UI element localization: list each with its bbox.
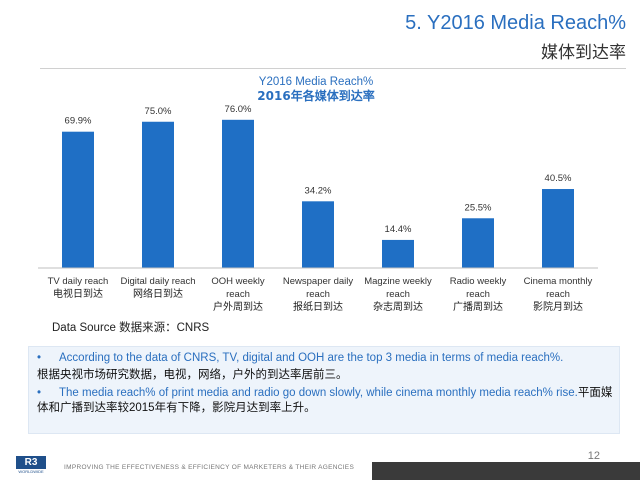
note-en-text: The media reach% of print media and radi… (59, 387, 578, 399)
logo-subtext: WORLDWIDE (18, 469, 44, 474)
x-tick-label-en: reach (306, 289, 330, 300)
note-cn-text: 平面媒体和广播到达率较2015年有下降，影院月达到率上升。 (37, 387, 613, 414)
x-tick-label-en: Cinema monthly (524, 276, 593, 287)
x-tick-label-cn: 影院月到达 (533, 300, 583, 313)
x-tick-label-en: Newspaper daily (283, 276, 353, 287)
bar-value-label: 25.5% (465, 202, 492, 213)
bar-value-label: 69.9% (65, 116, 92, 127)
chart-subtitle: 2016年各媒体到达率 (257, 88, 374, 103)
chart-title: Y2016 Media Reach% (259, 76, 373, 88)
note-item: • According to the data of CNRS, TV, digi… (37, 351, 613, 366)
bar (542, 189, 574, 268)
data-source: Data Source 数据来源：CNRS (52, 322, 210, 334)
page-number: 12 (587, 450, 600, 462)
note-bullet: • (37, 387, 42, 399)
footer-bar (372, 462, 640, 480)
logo-mark: R3 (16, 456, 46, 469)
page-title-en: 5. Y2016 Media Reach% (405, 12, 626, 34)
x-tick-label-en: Radio weekly (450, 276, 507, 287)
x-tick-label-en: reach (546, 289, 570, 300)
x-tick-label-en: Digital daily reach (121, 276, 196, 287)
media-reach-bar-chart: Y2016 Media Reach% 2016年各媒体到达率 69.9% 75.0… (38, 76, 598, 313)
bar (142, 121, 174, 268)
x-tick-label-en: reach (386, 289, 410, 300)
x-tick-label-en: TV daily reach (48, 276, 109, 287)
r3-logo: R3 WORLDWIDE (16, 456, 46, 474)
note-bullet: • (37, 352, 42, 364)
bar (62, 131, 94, 268)
x-tick-label-cn: 广播周到达 (453, 300, 503, 313)
x-tick-label-cn: 报纸日到达 (293, 300, 343, 313)
bar-value-label: 40.5% (545, 173, 572, 184)
x-tick-label-en: reach (466, 289, 490, 300)
x-tick-label-cn: 户外周到达 (213, 300, 263, 313)
bar-value-label: 76.0% (225, 104, 252, 115)
bar (222, 119, 254, 268)
note-en-text: According to the data of CNRS, TV, digit… (59, 352, 564, 364)
page-title-cn: 媒体到达率 (541, 43, 626, 62)
x-tick-label-en: reach (226, 289, 250, 300)
x-tick-label-cn: 杂志周到达 (373, 300, 423, 313)
bar (462, 218, 494, 268)
bar-value-label: 75.0% (145, 106, 172, 117)
notes-box: • According to the data of CNRS, TV, digi… (28, 346, 620, 434)
bar (382, 239, 414, 268)
footer-tagline: IMPROVING THE EFFECTIVENESS & EFFICIENCY… (64, 464, 355, 471)
x-tick-label-en: Magzine weekly (364, 276, 432, 287)
bar (302, 201, 334, 268)
bar-value-label: 14.4% (385, 224, 412, 235)
x-tick-label-cn: 电视日到达 (53, 287, 103, 300)
bar-group: 69.9% 75.0% 76.0% 34.2% 14.4% 25.5% 40.5% (62, 104, 574, 268)
bar-value-label: 34.2% (305, 185, 332, 196)
title-divider (40, 68, 626, 69)
x-tick-label-en: OOH weekly (211, 276, 265, 287)
note-item: • The media reach% of print media and rad… (37, 386, 613, 416)
note-cn-text: 根据央视市场研究数据，电视，网络，户外的到达率居前三。 (37, 369, 348, 381)
x-tick-label-cn: 网络日到达 (133, 287, 183, 300)
